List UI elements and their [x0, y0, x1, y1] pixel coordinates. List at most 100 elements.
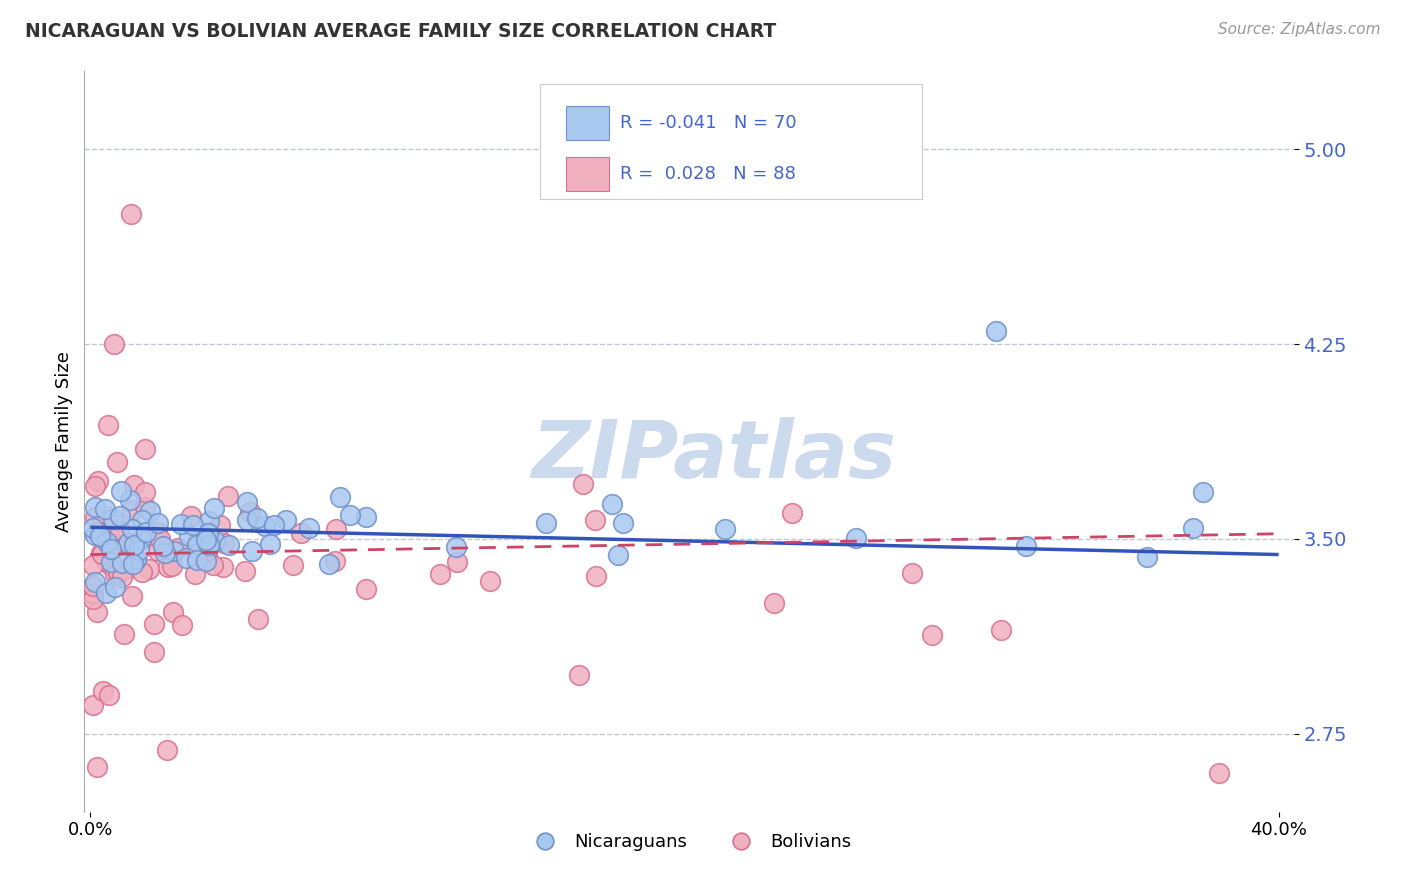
Point [89, 529, 111, 543]
Point [179, 529, 201, 543]
Point [87, 524, 110, 539]
Point [91, 547, 114, 561]
Point [572, 477, 595, 491]
Point [146, 516, 169, 530]
Point [986, 324, 1008, 338]
Point [323, 554, 346, 568]
Point [195, 549, 218, 564]
Point [446, 555, 468, 569]
Point [117, 537, 139, 551]
Point [600, 497, 623, 511]
Point [82, 558, 104, 573]
FancyBboxPatch shape [540, 84, 922, 200]
Point [325, 522, 347, 536]
Text: NICARAGUAN VS BOLIVIAN AVERAGE FAMILY SIZE CORRELATION CHART: NICARAGUAN VS BOLIVIAN AVERAGE FAMILY SI… [25, 22, 776, 41]
Point [901, 566, 924, 581]
Point [211, 560, 233, 574]
Point [107, 566, 129, 580]
Point [183, 518, 205, 533]
Point [110, 484, 132, 499]
Point [96, 535, 118, 549]
Point [583, 513, 606, 527]
Point [84, 500, 107, 514]
Point [104, 533, 127, 548]
Point [239, 505, 262, 519]
Text: R = -0.041   N = 70: R = -0.041 N = 70 [620, 114, 797, 132]
Point [84, 527, 107, 541]
Point [212, 536, 235, 550]
Point [117, 535, 139, 549]
Point [235, 565, 257, 579]
Point [195, 533, 218, 547]
Point [153, 546, 176, 560]
Point [157, 559, 180, 574]
Point [86, 606, 108, 620]
Point [163, 543, 186, 558]
Point [124, 552, 146, 566]
Point [82, 586, 104, 600]
Point [283, 558, 305, 572]
Point [479, 574, 502, 589]
Point [186, 538, 208, 552]
Point [149, 532, 172, 546]
Point [156, 742, 179, 756]
Point [101, 512, 124, 526]
Point [1208, 765, 1230, 780]
Point [167, 541, 190, 555]
Point [86, 760, 108, 774]
Point [125, 551, 148, 566]
Point [606, 549, 628, 563]
Point [108, 524, 131, 538]
Point [568, 667, 591, 681]
Text: Source: ZipAtlas.com: Source: ZipAtlas.com [1218, 22, 1381, 37]
Point [202, 501, 225, 516]
Point [146, 524, 169, 539]
Point [204, 534, 226, 549]
Point [186, 553, 208, 567]
Point [120, 207, 142, 221]
Point [134, 442, 156, 457]
Point [83, 479, 105, 493]
Point [122, 478, 145, 492]
Point [143, 616, 166, 631]
Point [105, 455, 128, 469]
Point [96, 509, 118, 524]
Point [208, 518, 231, 533]
Point [94, 502, 117, 516]
Legend: Nicaraguans, Bolivians: Nicaraguans, Bolivians [520, 826, 858, 858]
Point [82, 579, 104, 593]
Point [114, 537, 136, 551]
Point [1014, 539, 1036, 553]
Point [121, 522, 143, 536]
Point [198, 514, 221, 528]
Point [111, 570, 134, 584]
Point [195, 544, 218, 558]
Point [91, 683, 114, 698]
Point [763, 597, 786, 611]
Point [134, 485, 156, 500]
Point [290, 526, 312, 541]
Point [921, 627, 943, 641]
Point [187, 533, 209, 547]
Point [94, 553, 117, 567]
Point [98, 558, 121, 572]
Point [263, 518, 285, 533]
Point [254, 519, 277, 533]
Point [780, 506, 803, 520]
Point [356, 582, 378, 596]
Point [112, 626, 135, 640]
Point [990, 623, 1012, 637]
Point [1191, 484, 1213, 499]
Point [184, 566, 207, 581]
Point [180, 508, 202, 523]
Point [121, 558, 143, 572]
Point [82, 586, 104, 600]
Point [117, 560, 139, 574]
Point [585, 568, 607, 582]
Point [217, 489, 239, 503]
Point [104, 580, 127, 594]
Point [714, 522, 737, 536]
Point [121, 502, 143, 516]
Point [318, 557, 340, 571]
Point [96, 418, 118, 433]
